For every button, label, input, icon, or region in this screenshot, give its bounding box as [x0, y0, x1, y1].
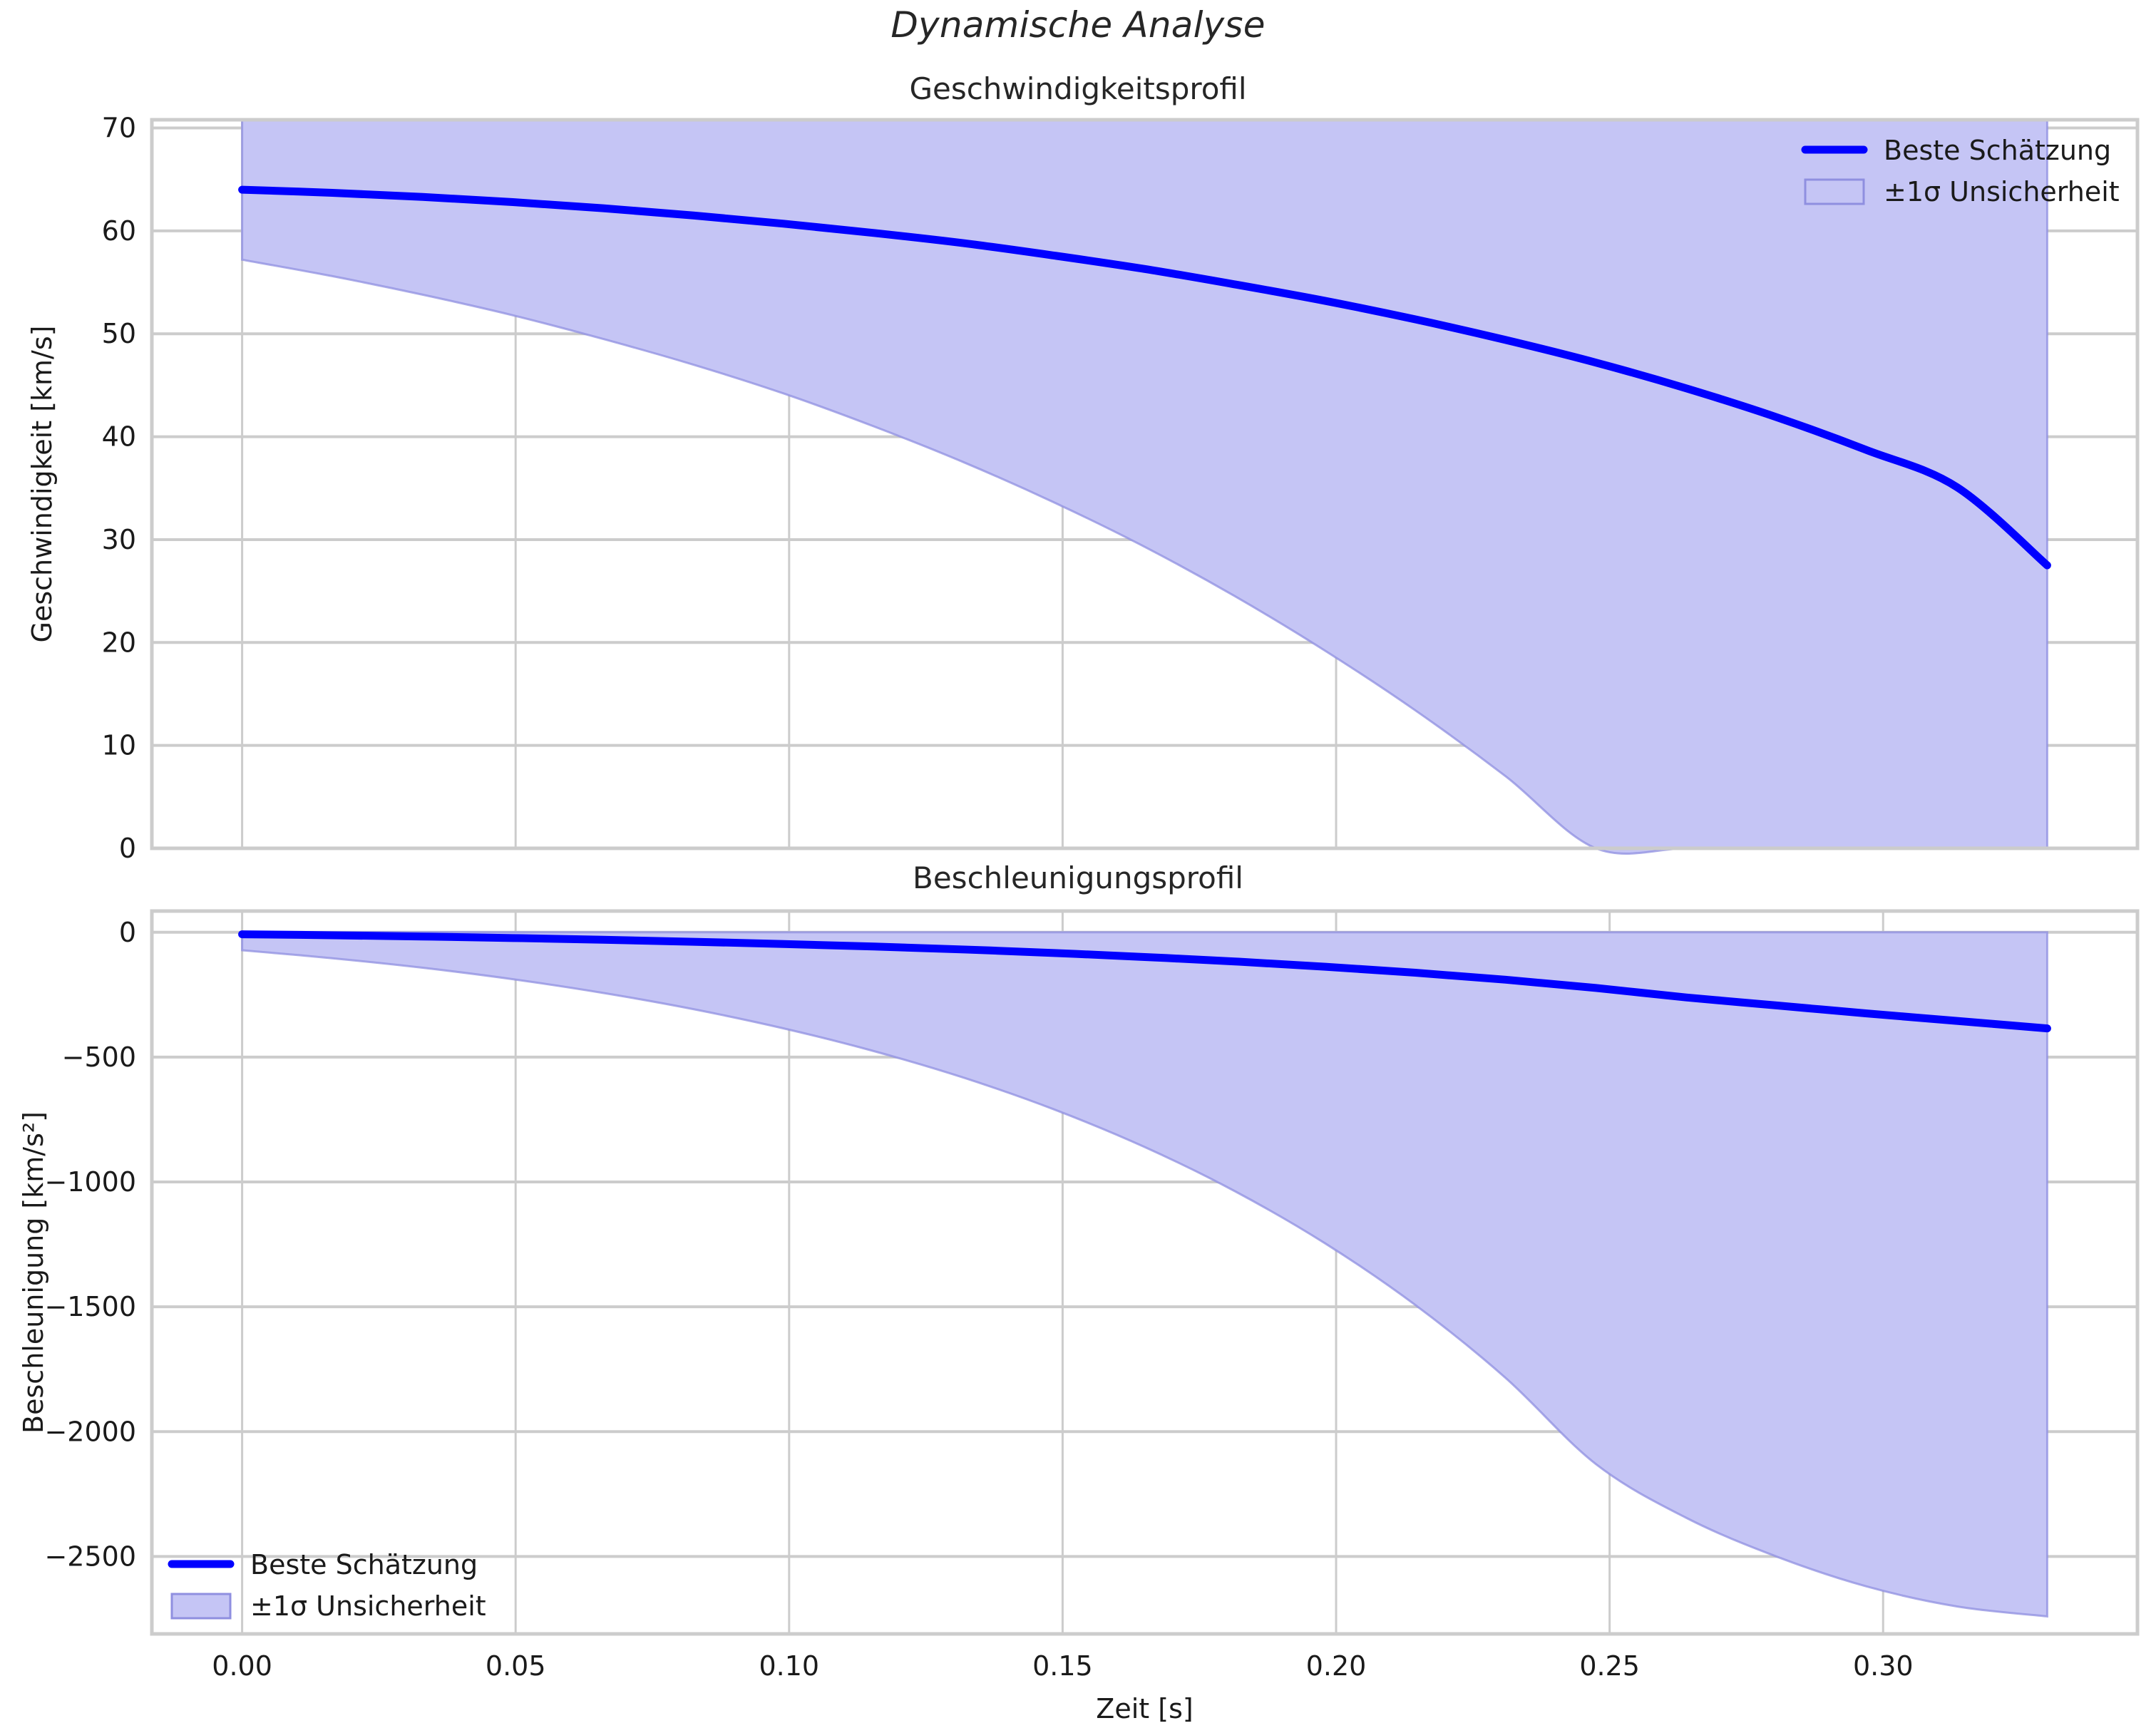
y-tick-label: 0	[119, 917, 136, 948]
x-axis-label: Zeit [s]	[1096, 1693, 1193, 1724]
y-tick-label: 70	[102, 113, 136, 144]
y-axis-label: Beschleunigung [km/s²]	[18, 1111, 49, 1434]
subplot-1-title: Geschwindigkeitsprofil	[909, 71, 1247, 106]
legend-band-label: ±1σ Unsicherheit	[250, 1590, 486, 1622]
y-tick-label: −500	[62, 1042, 136, 1073]
x-tick-label: 0.25	[1579, 1650, 1640, 1682]
legend-band-swatch	[1804, 178, 1865, 205]
legend-band-label: ±1σ Unsicherheit	[1884, 176, 2120, 207]
figure-suptitle: Dynamische Analyse	[890, 4, 1266, 46]
axes-spines	[150, 909, 2140, 1636]
best-estimate-line	[238, 930, 2051, 1033]
y-tick-label: 30	[102, 524, 136, 555]
axes-spines	[150, 118, 2140, 850]
subplot-2-title: Beschleunigungsprofil	[913, 860, 1243, 895]
x-tick-label: 0.15	[1032, 1650, 1093, 1682]
y-tick-label: −2000	[44, 1416, 136, 1447]
y-tick-label: 10	[102, 730, 136, 761]
legend-line-label: Beste Schätzung	[1884, 135, 2111, 166]
y-tick-label: 60	[102, 215, 136, 247]
y-tick-label: −2500	[44, 1541, 136, 1572]
y-tick-label: −1000	[44, 1166, 136, 1198]
y-axis-label: Geschwindigkeit [km/s]	[26, 326, 58, 643]
x-tick-label: 0.30	[1853, 1650, 1914, 1682]
subplot-2: 0 −500 −1000 −1500 −2000 −2500 Beschleunigung …	[18, 909, 2140, 1724]
x-tick-label: 0.10	[759, 1650, 820, 1682]
legend-line-label: Beste Schätzung	[250, 1549, 478, 1580]
subplot-1: 0 10 20 30 40 50 60 70 Geschwindigkeit [km/s] Bes…	[26, 113, 2140, 864]
legend-1[interactable]: Beste Schätzung ±1σ Unsicherheit	[1801, 135, 2120, 207]
y-tick-label: 0	[119, 833, 136, 864]
x-tick-label: 0.20	[1306, 1650, 1367, 1682]
y-tick-label: 50	[102, 318, 136, 349]
x-tick-label: 0.05	[486, 1650, 546, 1682]
y-tick-label: 20	[102, 627, 136, 658]
legend-2[interactable]: Beste Schätzung ±1σ Unsicherheit	[168, 1549, 486, 1622]
y-tick-label: −1500	[44, 1291, 136, 1322]
best-estimate-line	[238, 185, 2051, 570]
uncertainty-band	[241, 931, 2048, 1618]
legend-band-swatch	[170, 1593, 232, 1620]
y-tick-label: 40	[102, 421, 136, 453]
x-tick-label: 0.00	[212, 1650, 272, 1682]
